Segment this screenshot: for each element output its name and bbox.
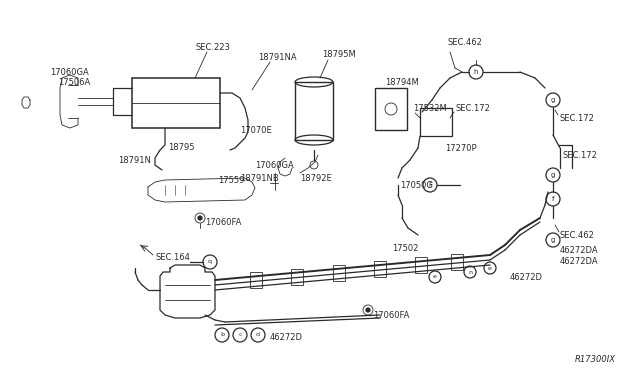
Text: n: n: [468, 269, 472, 275]
Text: 18795: 18795: [168, 142, 195, 151]
Text: d: d: [256, 333, 260, 337]
Text: c: c: [238, 333, 242, 337]
Text: 17502: 17502: [392, 244, 419, 253]
Text: SEC.223: SEC.223: [195, 42, 230, 51]
Text: h: h: [474, 69, 478, 75]
Text: 46272DA: 46272DA: [560, 257, 598, 266]
Text: g: g: [551, 172, 555, 178]
Text: 46272D: 46272D: [270, 334, 303, 343]
Text: g: g: [551, 237, 555, 243]
Bar: [420, 108, 452, 136]
Text: 18791NA: 18791NA: [258, 52, 296, 61]
Text: 17060FA: 17060FA: [205, 218, 241, 227]
Text: 17532M: 17532M: [413, 103, 447, 112]
Text: 17070E: 17070E: [240, 125, 272, 135]
Text: 18792E: 18792E: [300, 173, 332, 183]
Text: SEC.172: SEC.172: [456, 103, 491, 112]
Circle shape: [366, 308, 370, 312]
Text: b: b: [220, 333, 224, 337]
Text: SEC.172: SEC.172: [563, 151, 598, 160]
Text: SEC.164: SEC.164: [155, 253, 190, 263]
Text: 17270P: 17270P: [445, 144, 477, 153]
Text: f: f: [552, 196, 554, 202]
Text: q: q: [208, 260, 212, 264]
Text: F: F: [428, 182, 432, 188]
Text: 17060FA: 17060FA: [373, 311, 410, 320]
Bar: [415, 257, 428, 273]
Text: 17060GA: 17060GA: [255, 160, 294, 170]
Bar: [295, 82, 333, 140]
Text: 17559: 17559: [218, 176, 244, 185]
Text: 17506A: 17506A: [58, 77, 90, 87]
Bar: [291, 269, 303, 285]
Bar: [451, 254, 463, 270]
Text: 18794M: 18794M: [385, 77, 419, 87]
Text: 17060GA: 17060GA: [50, 67, 89, 77]
Text: g: g: [551, 97, 555, 103]
Text: 46272DA: 46272DA: [560, 246, 598, 254]
Text: 46272D: 46272D: [510, 273, 543, 282]
Text: e: e: [488, 266, 492, 270]
Text: SEC.172: SEC.172: [560, 113, 595, 122]
Bar: [250, 272, 262, 288]
Text: 17050G: 17050G: [400, 180, 433, 189]
Text: SEC.462: SEC.462: [560, 231, 595, 240]
Text: 18791NB: 18791NB: [240, 173, 279, 183]
Text: R17300IX: R17300IX: [575, 356, 616, 365]
Bar: [374, 261, 386, 277]
Text: 18791N: 18791N: [118, 155, 151, 164]
Bar: [375, 88, 407, 130]
Circle shape: [198, 216, 202, 220]
Text: e: e: [433, 275, 437, 279]
Text: 18795M: 18795M: [322, 49, 356, 58]
Text: SEC.462: SEC.462: [448, 38, 483, 46]
Bar: [333, 265, 345, 281]
Bar: [132, 78, 220, 128]
